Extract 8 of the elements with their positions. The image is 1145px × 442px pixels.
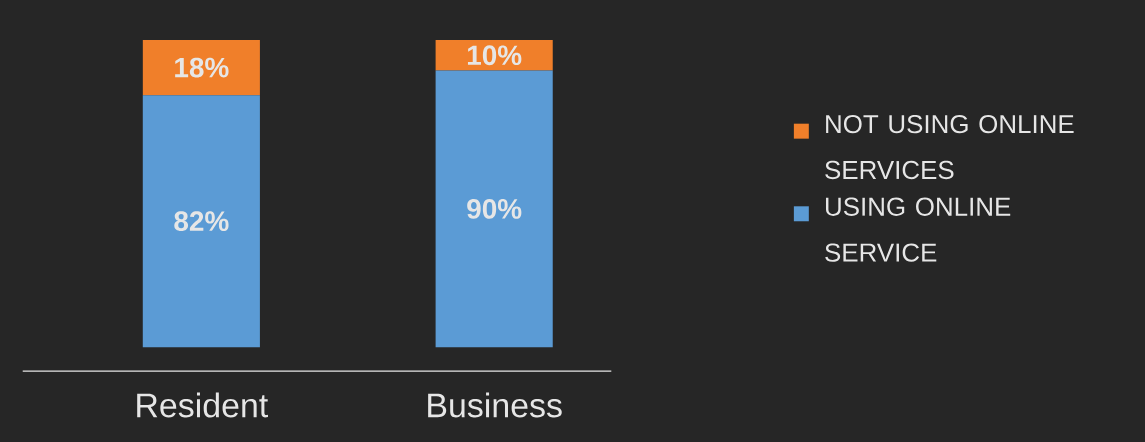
- legend-label: USING ONLINE SERVICE: [825, 197, 1011, 262]
- x-tick-label: Resident: [137, 392, 268, 418]
- data-label: 90%: [467, 199, 522, 219]
- legend-label: NOT USING ONLINE SERVICES: [825, 114, 1074, 180]
- x-tick-label: Business: [428, 392, 562, 418]
- data-label: 82%: [174, 211, 229, 232]
- data-label: 18%: [175, 57, 229, 78]
- data-label: 10%: [467, 45, 522, 66]
